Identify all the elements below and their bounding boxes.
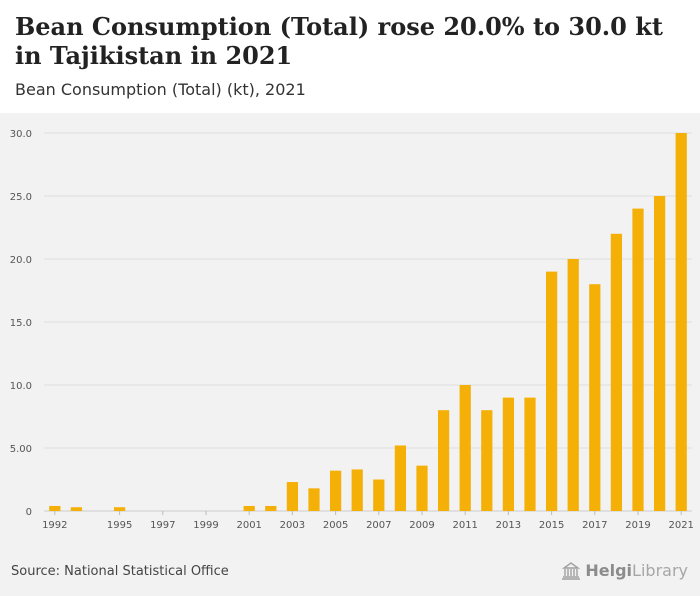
bar-2010 xyxy=(437,410,450,511)
bar-2020 xyxy=(653,196,666,511)
y-tick-label: 10.0 xyxy=(10,381,32,392)
y-tick-label: 15.0 xyxy=(10,318,32,329)
y-tick-label: 20.0 xyxy=(10,255,32,266)
y-tick-label: 0 xyxy=(26,507,32,518)
bar-2015 xyxy=(545,271,558,511)
logo-text: HelgiLibrary xyxy=(585,561,688,580)
x-tick-label: 2007 xyxy=(366,520,391,531)
bar-2017 xyxy=(589,284,601,511)
bar-2005 xyxy=(329,470,342,511)
x-tick-label: 1995 xyxy=(107,520,132,531)
bar-2007 xyxy=(373,479,385,511)
y-tick-label: 25.0 xyxy=(10,192,32,203)
x-tick-label: 2003 xyxy=(280,520,305,531)
bar-2009 xyxy=(416,465,428,511)
x-tick-label: 1992 xyxy=(42,520,67,531)
x-tick-label: 2009 xyxy=(409,520,434,531)
header: Bean Consumption (Total) rose 20.0% to 3… xyxy=(0,0,700,113)
bar-2008 xyxy=(394,445,407,511)
y-tick-label: 5.00 xyxy=(10,444,32,455)
bar-2014 xyxy=(524,397,536,511)
bar-chart: 0 5.00 10.0 15.0 20.0 25.0 30.0 1992 1995 1997 199… xyxy=(10,129,694,531)
bar-2002 xyxy=(265,505,277,511)
bar-2012 xyxy=(481,410,493,511)
x-tick-label: 2017 xyxy=(582,520,607,531)
x-tick-label: 1997 xyxy=(150,520,175,531)
footer: Source: National Statistical Office Helg… xyxy=(0,551,700,596)
bar-1993 xyxy=(70,507,83,511)
helgi-library-logo: HelgiLibrary xyxy=(561,561,688,580)
bar-2018 xyxy=(610,233,623,512)
x-tick-label: 2013 xyxy=(496,520,521,531)
x-tick-label: 2005 xyxy=(323,520,348,531)
page-title: Bean Consumption (Total) rose 20.0% to 3… xyxy=(15,12,663,70)
x-tick-label: 2019 xyxy=(625,520,650,531)
bar-2003 xyxy=(286,482,299,511)
x-tick-label: 2021 xyxy=(668,520,693,531)
bar-1995 xyxy=(113,507,126,511)
bar-1992 xyxy=(49,505,61,511)
chart-subtitle: Bean Consumption (Total) (kt), 2021 xyxy=(15,80,306,99)
source-text: Source: National Statistical Office xyxy=(11,564,229,579)
y-tick-label: 30.0 xyxy=(10,129,32,140)
bar-2016 xyxy=(567,259,579,511)
x-tick-label: 2001 xyxy=(236,520,261,531)
bar-2013 xyxy=(502,397,515,511)
bar-2019 xyxy=(632,208,644,511)
bar-2001 xyxy=(243,505,255,511)
x-tick-label: 2015 xyxy=(539,520,564,531)
bar-2006 xyxy=(351,469,363,511)
chart-area: 0 5.00 10.0 15.0 20.0 25.0 30.0 1992 1995 1997 199… xyxy=(0,113,700,551)
library-building-icon xyxy=(562,561,581,580)
bar-2011 xyxy=(459,385,471,511)
bar-2004 xyxy=(308,488,320,511)
x-tick-label: 2011 xyxy=(452,520,477,531)
x-tick-label: 1999 xyxy=(193,520,218,531)
bar-2021 xyxy=(675,133,687,511)
